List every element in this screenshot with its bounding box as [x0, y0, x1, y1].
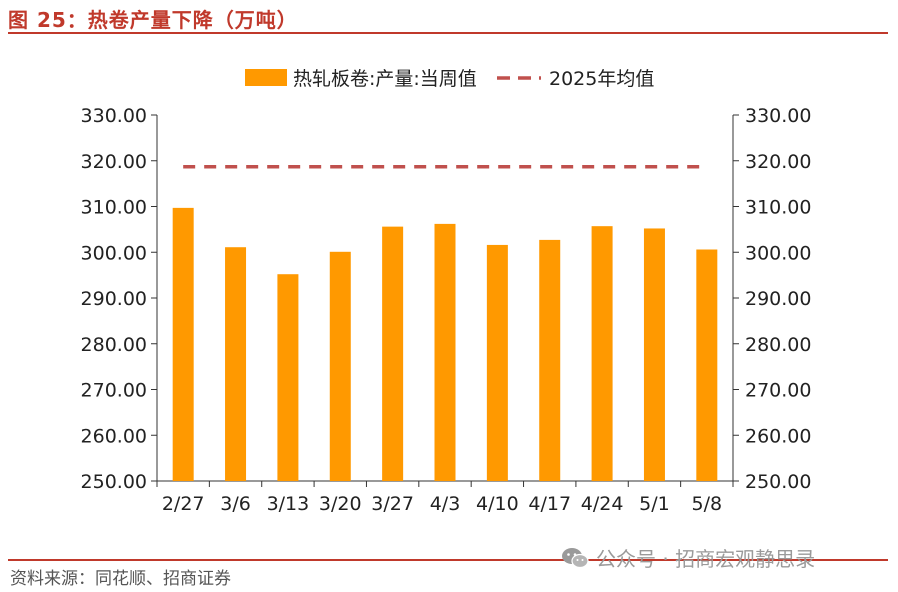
x-tick-label: 5/8 [692, 493, 723, 515]
footer-divider [8, 559, 888, 561]
bar [539, 239, 561, 481]
x-axis: 2/27 3/6 3/13 3/20 3/27 4/3 4/10 4/17 4/24 5/1 5/8 [156, 480, 734, 515]
x-tick-label: 5/1 [639, 493, 670, 515]
legend-swatch-bar [245, 69, 287, 86]
x-tick-label: 2/27 [162, 493, 205, 515]
x-tick-label: 3/13 [267, 493, 310, 515]
legend-label-bar: 热轧板卷:产量:当周值 [293, 68, 477, 90]
left-tick-label: 310.00 [81, 197, 147, 219]
bar-chart: 热轧板卷:产量:当周值 2025年均值 250.00 260.00 270.00 280… [81, 68, 812, 515]
bar [277, 274, 299, 481]
source-note: 资料来源：同花顺、招商证券 [10, 569, 231, 589]
bar [486, 244, 508, 481]
chart-legend: 热轧板卷:产量:当周值 2025年均值 [245, 68, 654, 90]
bar [591, 226, 613, 481]
left-y-axis: 250.00 260.00 270.00 280.00 290.00 300.00 310.… [81, 105, 158, 493]
left-tick-label: 300.00 [81, 242, 147, 264]
left-tick-label: 250.00 [81, 471, 147, 493]
left-tick-label: 330.00 [81, 105, 147, 127]
bar [643, 228, 665, 481]
watermark: 公众号 · 招商宏观静思录 [560, 543, 815, 572]
bar [329, 251, 351, 481]
x-tick-label: 4/10 [476, 493, 519, 515]
left-tick-label: 280.00 [81, 334, 147, 356]
right-y-axis: 250.00 260.00 270.00 280.00 290.00 300.00 310.… [732, 105, 811, 493]
right-tick-label: 280.00 [745, 334, 811, 356]
bar [225, 247, 247, 481]
x-tick-label: 4/24 [581, 493, 624, 515]
legend-label-line: 2025年均值 [549, 68, 654, 90]
x-tick-label: 4/3 [430, 493, 461, 515]
watermark-text: 公众号 · 招商宏观静思录 [596, 547, 816, 571]
left-tick-label: 260.00 [81, 425, 147, 447]
right-tick-label: 330.00 [745, 105, 811, 127]
right-tick-label: 260.00 [745, 425, 811, 447]
bar [382, 226, 404, 481]
bar [434, 223, 456, 481]
bar-series [172, 207, 718, 481]
x-tick-label: 3/27 [371, 493, 414, 515]
right-tick-label: 300.00 [745, 242, 811, 264]
bar [696, 249, 718, 481]
right-tick-label: 290.00 [745, 288, 811, 310]
left-tick-label: 320.00 [81, 151, 147, 173]
right-tick-label: 320.00 [745, 151, 811, 173]
bar [172, 207, 194, 481]
title-divider [8, 32, 888, 34]
figure-title: 图 25：热卷产量下降（万吨） [8, 8, 298, 32]
wechat-icon [562, 547, 589, 568]
x-tick-label: 3/6 [220, 493, 251, 515]
left-tick-label: 270.00 [81, 380, 147, 402]
x-tick-label: 3/20 [319, 493, 362, 515]
x-tick-label: 4/17 [528, 493, 571, 515]
right-tick-label: 310.00 [745, 197, 811, 219]
right-tick-label: 270.00 [745, 380, 811, 402]
right-tick-label: 250.00 [745, 471, 811, 493]
left-tick-label: 290.00 [81, 288, 147, 310]
